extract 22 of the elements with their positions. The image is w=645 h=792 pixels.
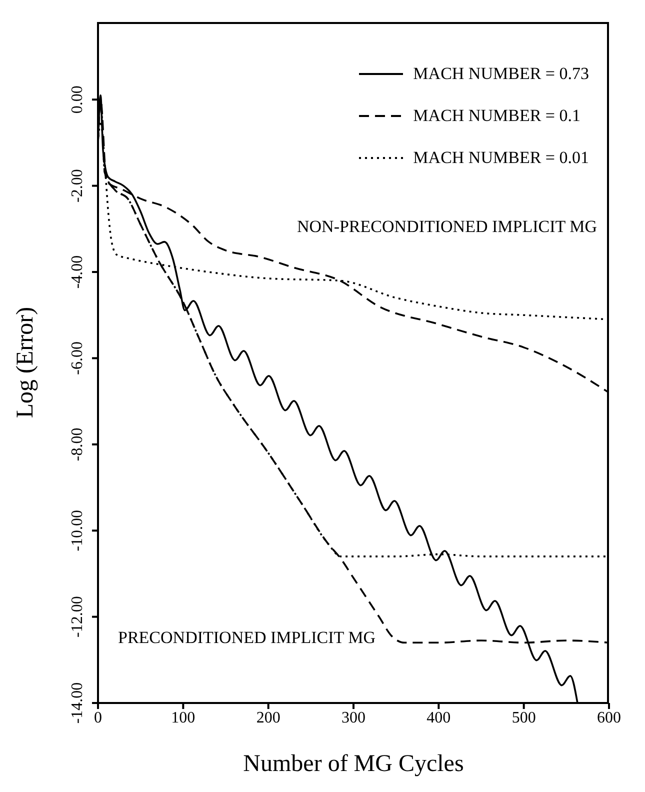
legend-label: MACH NUMBER = 0.01 — [413, 148, 589, 168]
annotation: PRECONDITIONED IMPLICIT MG — [118, 628, 376, 648]
annotation: NON-PRECONDITIONED IMPLICIT MG — [296, 217, 597, 237]
x-tick-label: 400 — [426, 709, 451, 726]
x-tick-label: 0 — [94, 709, 102, 726]
y-tick-label: -2.00 — [69, 169, 86, 202]
x-tick-label: 200 — [256, 709, 280, 726]
y-tick-label: -10.00 — [69, 510, 86, 552]
x-tick-label: 600 — [597, 709, 621, 726]
legend-label: MACH NUMBER = 0.73 — [413, 64, 589, 84]
y-tick-label: 0.00 — [69, 86, 86, 114]
x-tick-label: 500 — [512, 709, 536, 726]
x-tick-label: 100 — [171, 709, 196, 726]
x-tick-label: 300 — [342, 709, 366, 726]
y-tick-label: -8.00 — [69, 428, 86, 462]
y-axis-title: Log (Error) — [12, 306, 39, 418]
y-tick-label: -12.00 — [69, 596, 86, 638]
legend-label: MACH NUMBER = 0.1 — [413, 106, 580, 126]
x-axis-title: Number of MG Cycles — [243, 751, 464, 777]
y-tick-label: -4.00 — [69, 255, 86, 289]
y-tick-label: -6.00 — [69, 342, 86, 375]
y-tick-label: -14.00 — [69, 682, 86, 724]
